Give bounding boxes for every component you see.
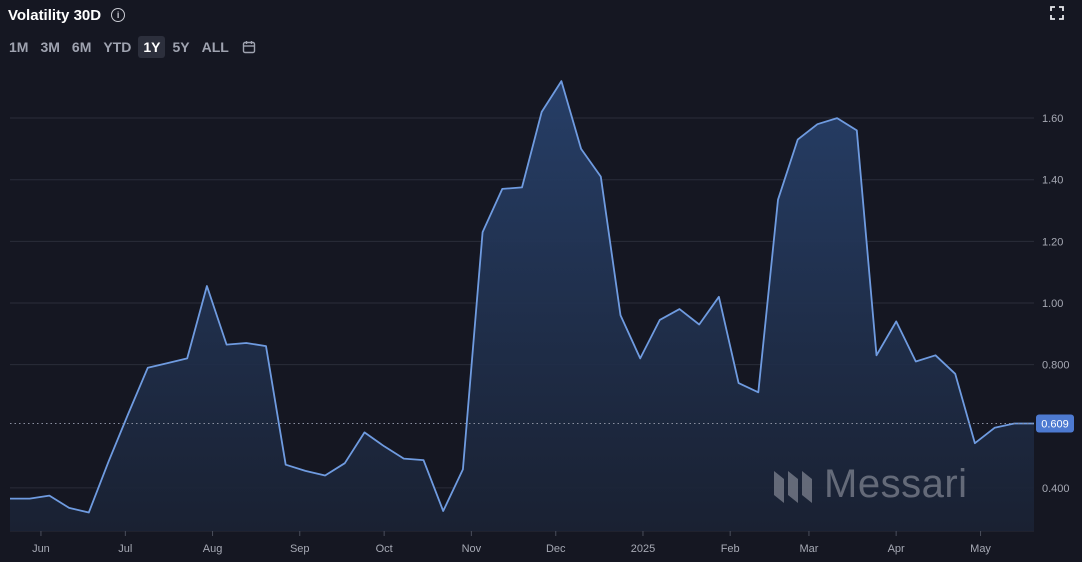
x-tick-label: Mar: [799, 543, 818, 555]
data-point: [107, 460, 109, 462]
page-title: Volatility 30D: [8, 6, 102, 24]
data-point: [540, 111, 542, 113]
x-tick-label: 2025: [631, 543, 655, 555]
x-tick-label: Dec: [546, 543, 566, 555]
data-point: [521, 186, 523, 188]
messari-logo-icon: [774, 470, 812, 503]
x-tick-label: Feb: [721, 543, 740, 555]
data-point: [580, 148, 582, 150]
data-point: [88, 511, 90, 513]
y-tick-label: 1.40: [1042, 175, 1063, 187]
series-line-layer: [9, 80, 1035, 514]
data-point: [777, 199, 779, 201]
x-tick-label: Aug: [203, 543, 223, 555]
data-point: [363, 431, 365, 433]
data-point: [856, 129, 858, 131]
x-tick-label: Jun: [32, 543, 50, 555]
data-point: [895, 320, 897, 322]
range-button-1m[interactable]: 1M: [9, 39, 29, 55]
data-point: [403, 457, 405, 459]
data-point: [344, 462, 346, 464]
data-point: [993, 427, 995, 429]
x-tick-label: May: [970, 543, 991, 555]
current-value-label: 0.609: [1041, 418, 1069, 430]
range-selector: 1M 3M 6M YTD 1Y 5Y ALL: [4, 36, 256, 58]
area-fill-layer: [10, 81, 1034, 531]
data-point: [442, 510, 444, 512]
range-button-all[interactable]: ALL: [201, 39, 229, 55]
data-point: [796, 138, 798, 140]
data-point: [875, 354, 877, 356]
range-button-1y[interactable]: 1Y: [138, 36, 166, 58]
data-point: [600, 175, 602, 177]
data-point: [698, 323, 700, 325]
range-button-3m[interactable]: 3M: [40, 39, 60, 55]
x-tick-label: Oct: [376, 543, 393, 555]
data-point: [9, 497, 11, 499]
data-point: [619, 314, 621, 316]
data-point: [757, 391, 759, 393]
current-value-badge: [1036, 414, 1074, 433]
range-button-5y[interactable]: 5Y: [172, 39, 190, 55]
data-point: [265, 345, 267, 347]
title-row: Volatility 30D i: [8, 4, 126, 26]
data-point: [48, 494, 50, 496]
data-point: [718, 296, 720, 298]
y-tick-label: 0.400: [1042, 483, 1070, 495]
info-icon[interactable]: i: [111, 8, 126, 22]
data-point: [206, 285, 208, 287]
x-axis: Jun Jul Aug Sep Oct Nov Dec 2025 Feb Mar Apr May: [32, 531, 991, 555]
data-point: [284, 464, 286, 466]
fullscreen-icon[interactable]: [1050, 6, 1064, 20]
x-tick-label: Apr: [888, 543, 905, 555]
data-point: [501, 188, 503, 190]
data-point: [481, 231, 483, 233]
y-tick-label: 1.00: [1042, 298, 1063, 310]
x-tick-label: Nov: [462, 543, 482, 555]
data-point: [383, 445, 385, 447]
data-point: [639, 357, 641, 359]
y-tick-label: 1.20: [1042, 236, 1063, 248]
data-point: [225, 343, 227, 345]
data-point: [816, 123, 818, 125]
y-tick-label: 1.60: [1042, 113, 1063, 125]
range-button-6m[interactable]: 6M: [71, 39, 92, 55]
data-point: [324, 474, 326, 476]
data-point: [462, 468, 464, 470]
calendar-icon[interactable]: [242, 40, 256, 54]
data-point: [68, 507, 70, 509]
x-tick-label: Jul: [118, 543, 132, 555]
data-point: [304, 470, 306, 472]
y-tick-label: 0.800: [1042, 360, 1070, 372]
current-value-layer: 0.609: [10, 414, 1074, 433]
data-point: [836, 117, 838, 119]
data-point: [659, 319, 661, 321]
data-point: [954, 373, 956, 375]
data-point: [1033, 422, 1035, 424]
x-tick-label: Sep: [290, 543, 310, 555]
data-point: [147, 366, 149, 368]
range-button-ytd[interactable]: YTD: [103, 39, 132, 55]
watermark: Messari: [772, 462, 968, 507]
data-point: [28, 497, 30, 499]
data-point: [678, 308, 680, 310]
watermark-text: Messari: [824, 462, 968, 506]
y-axis: 0.400 0.800 1.00 1.20 1.40 1.60: [1042, 113, 1070, 495]
data-point: [560, 80, 562, 82]
data-point: [186, 357, 188, 359]
series-line: [10, 80, 1034, 514]
data-point: [422, 459, 424, 461]
data-point: [737, 382, 739, 384]
data-point: [127, 413, 129, 415]
series-area: [10, 81, 1034, 531]
data-point: [915, 360, 917, 362]
data-point: [166, 362, 168, 364]
data-point: [934, 354, 936, 356]
data-point: [974, 442, 976, 444]
data-point: [245, 342, 247, 344]
